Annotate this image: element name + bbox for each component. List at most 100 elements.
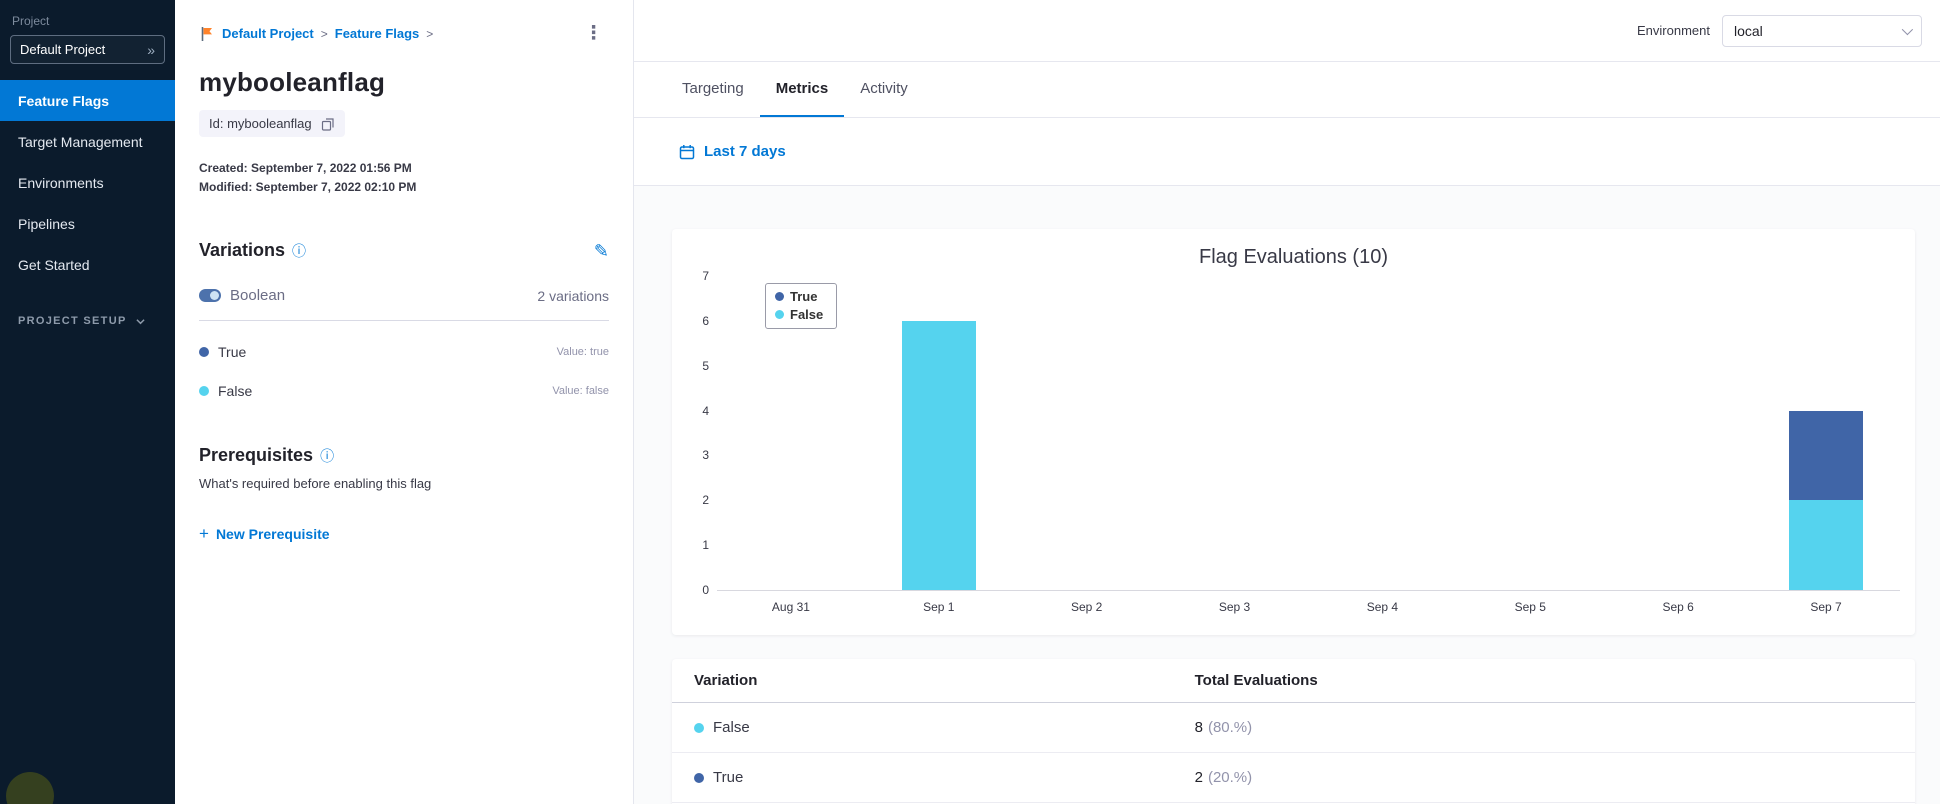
x-axis-label: Sep 6 [1662, 600, 1694, 614]
project-selector-value: Default Project [20, 42, 106, 57]
sidebar-item-target-management[interactable]: Target Management [0, 121, 175, 162]
prerequisites-header: Prerequisites ⓘ [199, 445, 609, 466]
variation-row-true: True Value: true [199, 344, 609, 360]
breadcrumb-link-feature-flags[interactable]: Feature Flags [334, 26, 420, 41]
calendar-icon [679, 144, 695, 159]
evaluations-table-card: Variation Total Evaluations False 8 (80.%… [672, 659, 1915, 804]
variation-count: 2 variations [537, 287, 609, 304]
sidebar-item-label: Pipelines [18, 215, 75, 232]
metrics-toolbar: Last 7 days [634, 118, 1940, 186]
bar-true-sep-7 [1789, 410, 1864, 501]
table-percent: (80.%) [1207, 719, 1253, 736]
true-variation-dot [199, 347, 209, 357]
sidebar-item-pipelines[interactable]: Pipelines [0, 203, 175, 244]
date-range-button[interactable]: Last 7 days [679, 143, 786, 160]
environment-select[interactable]: local [1722, 14, 1922, 47]
true-variation-dot [694, 772, 704, 783]
breadcrumb-link-project[interactable]: Default Project [222, 26, 314, 41]
x-axis-label: Sep 5 [1514, 600, 1546, 614]
y-tick-label: 3 [702, 448, 709, 463]
feature-flags-icon [201, 26, 212, 41]
sidebar-item-get-started[interactable]: Get Started [0, 244, 175, 285]
sidebar-item-label: Target Management [18, 133, 143, 150]
edit-variations-button[interactable]: ✎ [593, 240, 609, 261]
date-range-label: Last 7 days [704, 143, 786, 160]
y-tick-label: 5 [702, 358, 709, 373]
new-prerequisite-label: New Prerequisite [215, 525, 330, 542]
x-axis-label: Sep 3 [1218, 600, 1251, 614]
sidebar: Project Default Project » Feature Flags … [0, 0, 175, 804]
tab-bar: Targeting Metrics Activity [634, 62, 1940, 118]
y-tick-label: 6 [702, 313, 709, 328]
info-icon[interactable]: ⓘ [292, 242, 307, 259]
x-axis-label: Sep 2 [1071, 600, 1103, 614]
x-axis-label: Sep 1 [923, 600, 955, 614]
sidebar-item-label: Get Started [18, 256, 90, 273]
flag-created: Created: September 7, 2022 01:56 PM [199, 161, 412, 175]
table-variation-name: True [713, 769, 744, 786]
y-tick-label: 2 [702, 493, 709, 508]
variation-value: Value: false [552, 385, 609, 397]
environment-value: local [1734, 22, 1763, 39]
environment-label: Environment [1637, 23, 1710, 38]
tab-label: Metrics [775, 80, 829, 97]
x-axis-label: Aug 31 [771, 600, 810, 614]
sidebar-item-label: Environments [18, 174, 104, 191]
resource-center-button[interactable] [6, 772, 54, 804]
x-axis-label: Sep 7 [1810, 600, 1842, 614]
tab-activity[interactable]: Activity [844, 62, 924, 117]
prerequisites-heading: Prerequisites [199, 445, 314, 465]
more-options-icon[interactable]: ⋮ [584, 23, 603, 44]
variation-row-false: False Value: false [199, 383, 609, 399]
chevron-down-icon [135, 318, 145, 324]
tab-label: Activity [860, 80, 908, 97]
sidebar-item-feature-flags[interactable]: Feature Flags [0, 80, 175, 121]
legend-label: False [790, 307, 824, 322]
variation-name: False [218, 383, 253, 399]
flag-id-chip[interactable]: Id: mybooleanflag [199, 110, 345, 137]
false-variation-dot [199, 386, 209, 396]
flag-id-text: Id: mybooleanflag [209, 116, 312, 131]
table-total-value: 8 [1194, 719, 1203, 736]
info-icon[interactable]: ⓘ [320, 447, 335, 464]
flag-detail-panel: Default Project > Feature Flags > ⋮ mybo… [175, 0, 634, 804]
chart-legend: True False [765, 283, 838, 329]
table-header-variation: Variation [694, 672, 758, 689]
metrics-content: Flag Evaluations (10) True False 0 1 2 3 4 5 6… [634, 186, 1940, 804]
variation-value: Value: true [556, 346, 609, 358]
table-header-total: Total Evaluations [1194, 672, 1318, 689]
breadcrumb: Default Project > Feature Flags > ⋮ [199, 0, 609, 43]
chart-title: Flag Evaluations (10) [1199, 246, 1388, 268]
legend-item-false[interactable]: False [775, 307, 823, 322]
copy-icon[interactable] [321, 117, 335, 131]
project-setup-label: PROJECT SETUP [18, 315, 127, 327]
sidebar-item-environments[interactable]: Environments [0, 162, 175, 203]
table-total-value: 2 [1194, 769, 1203, 786]
chevron-down-icon [1901, 23, 1914, 35]
legend-label: True [790, 289, 818, 304]
breadcrumb-separator: > [426, 26, 434, 41]
table-header-row: Variation Total Evaluations [672, 659, 1915, 703]
variations-heading: Variations [199, 240, 286, 260]
plus-icon: + [199, 524, 209, 543]
variations-header: Variations ⓘ ✎ [199, 240, 609, 261]
new-prerequisite-button[interactable]: + New Prerequisite [199, 525, 330, 542]
tab-label: Targeting [682, 80, 744, 97]
sidebar-nav: Feature Flags Target Management Environm… [0, 80, 175, 285]
variation-type-label: Boolean [230, 287, 286, 304]
table-percent: (20.%) [1207, 769, 1253, 786]
project-selector[interactable]: Default Project » [10, 35, 165, 64]
tab-metrics[interactable]: Metrics [759, 62, 845, 117]
double-chevron-icon: » [147, 41, 155, 58]
legend-item-true[interactable]: True [775, 289, 823, 304]
tab-targeting[interactable]: Targeting [666, 62, 760, 117]
bar-false-sep-7 [1789, 500, 1864, 590]
evaluations-chart-card: Flag Evaluations (10) True False 0 1 2 3 4 5 6… [672, 229, 1915, 635]
false-variation-dot [694, 722, 704, 733]
y-tick-label: 0 [702, 583, 709, 597]
variation-name: True [218, 344, 247, 360]
variation-type-row: Boolean 2 variations [199, 287, 609, 321]
project-setup-toggle[interactable]: PROJECT SETUP [18, 315, 175, 327]
boolean-type-icon [199, 289, 221, 302]
